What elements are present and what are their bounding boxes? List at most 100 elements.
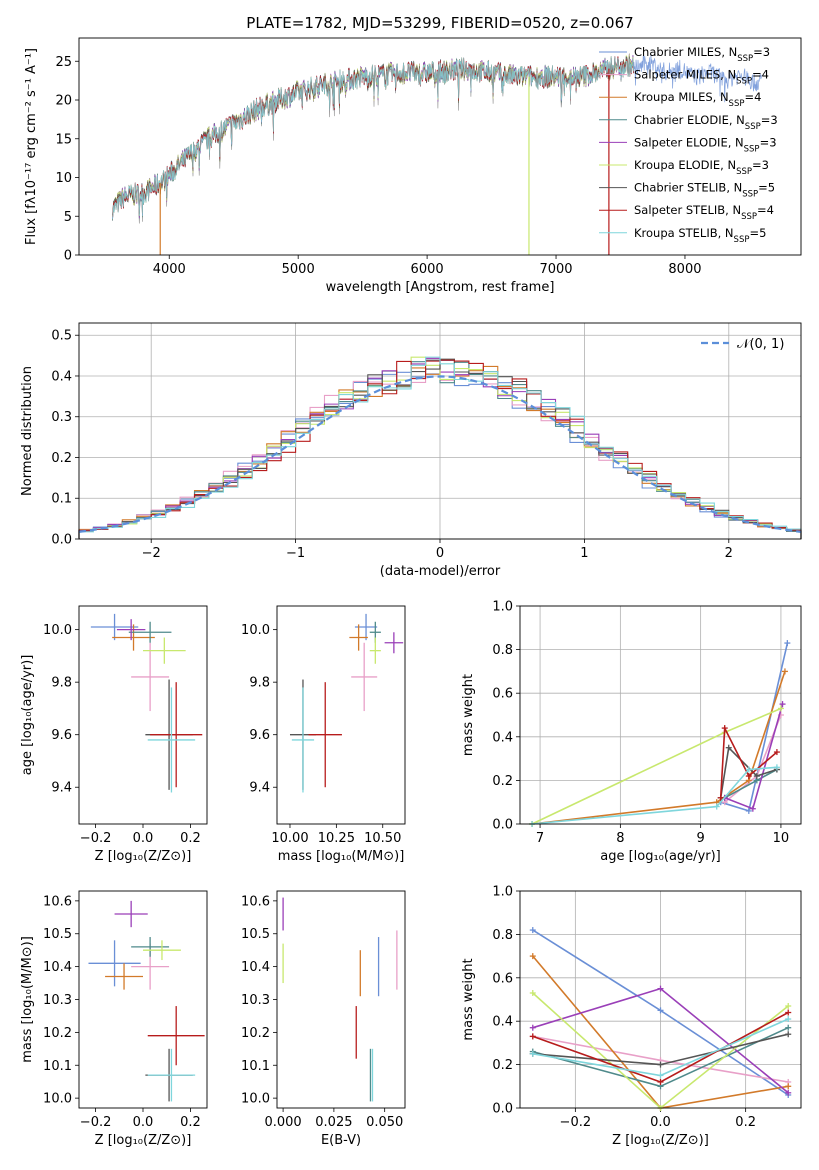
y-tick-label: 0.6 [492, 971, 513, 986]
mass-weight-line-0 [720, 642, 789, 812]
y-axis-label: age [log₁₀(age/yr)] [20, 655, 35, 776]
x-tick-label: 8 [616, 831, 624, 846]
y-tick-label: 0.0 [492, 818, 513, 833]
y-tick-label: 10.5 [43, 927, 72, 942]
y-tick-label: 10.0 [241, 1092, 270, 1107]
mass-weight-line-8 [531, 766, 777, 825]
y-tick-label: 0.3 [51, 410, 72, 425]
x-tick-label: 6000 [411, 262, 444, 277]
x-tick-label: 5000 [282, 262, 315, 277]
x-tick-label: 0.025 [315, 1115, 352, 1130]
residuals-panel: −2 −1 0 1 2 0.0 0.1 0.2 0.3 0.4 0.5 (data-model)/er… [20, 322, 802, 579]
x-tick-label: −0.2 [560, 1115, 592, 1130]
y-tick-label: 10.0 [43, 623, 72, 638]
y-tick-label: 20 [55, 94, 72, 109]
y-tick-label: 0.4 [492, 1015, 513, 1030]
y-tick-label: 15 [55, 132, 72, 147]
y-tick-label: 9.6 [51, 728, 72, 743]
axes-frame [276, 890, 406, 1109]
y-tick-label: 0.8 [492, 928, 513, 943]
figure-title: PLATE=1782, MJD=53299, FIBERID=0520, z=0… [246, 14, 633, 32]
y-tick-label: 10.1 [241, 1059, 270, 1074]
x-axis-label: (data-model)/error [380, 564, 501, 579]
x-tick-label: 10.50 [364, 831, 401, 846]
x-tick-label: 0 [436, 546, 444, 561]
y-tick-label: 0.4 [51, 369, 72, 384]
y-tick-label: 0.2 [492, 1058, 513, 1073]
y-tick-label: 10.5 [241, 927, 270, 942]
mass_vs_EBV-panel: 0.000 0.025 0.050 10.0 10.1 10.2 10.3 10.4 10.5 1… [241, 890, 406, 1148]
spectrum-panel: 4000 5000 6000 7000 8000 0 5 10 15 20 25 wavelength… [24, 37, 802, 295]
x-tick-label: 0.0 [650, 1115, 671, 1130]
y-tick-label: 5 [64, 210, 72, 225]
x-tick-label: 4000 [153, 262, 186, 277]
axes-frame [519, 605, 802, 825]
y-tick-label: 1.0 [492, 885, 513, 900]
y-tick-label: 0.6 [492, 687, 513, 702]
x-tick-label: 0.0 [133, 1115, 154, 1130]
x-tick-label: 10 [773, 831, 790, 846]
age_vs_Z-panel: −0.2 0.0 0.2 9.4 9.6 9.8 10.0 Z [log₁₀(Z/Z⊙)] ag… [20, 605, 208, 864]
y-axis-label: mass weight [461, 674, 476, 756]
axes-frame [78, 322, 802, 540]
legend-label-4: Salpeter ELODIE, NSSP=3 [634, 135, 777, 154]
x-tick-label: 0.2 [180, 831, 201, 846]
mw_vs_Z-panel: −0.2 0.0 0.2 0.0 0.2 0.4 0.6 0.8 1.0 Z [log₁₀(Z/Z… [461, 885, 802, 1148]
y-tick-label: 10 [55, 171, 72, 186]
axes-frame [78, 890, 208, 1109]
y-tick-label: 10.2 [241, 1026, 270, 1041]
x-tick-label: 9 [697, 831, 705, 846]
y-axis-label: Flux [fλ10⁻¹⁷ erg cm⁻² s⁻¹ A⁻¹] [24, 48, 39, 245]
legend-label-1: Salpeter MILES, NSSP=4 [634, 68, 769, 87]
y-tick-label: 9.4 [51, 781, 72, 796]
y-tick-label: 1.0 [492, 600, 513, 615]
x-axis-label: age [log₁₀(age/yr)] [600, 849, 721, 864]
y-tick-label: 0.8 [492, 643, 513, 658]
x-tick-label: 1 [580, 546, 588, 561]
mass-weight-line-6 [719, 746, 778, 798]
spectrum-lines [112, 53, 763, 255]
histogram-8 [78, 356, 802, 539]
y-tick-label: 25 [55, 55, 72, 70]
y-tick-label: 10.6 [241, 894, 270, 909]
y-tick-label: 9.8 [51, 676, 72, 691]
x-tick-label: 0.2 [180, 1115, 201, 1130]
y-tick-label: 10.4 [241, 960, 270, 975]
y-tick-label: 0.2 [492, 774, 513, 789]
axes-frame [78, 37, 802, 256]
y-tick-label: 0.5 [51, 329, 72, 344]
model-spectrum-8 [112, 56, 634, 220]
x-tick-label: 10.00 [271, 831, 308, 846]
y-axis-label: mass [log₁₀(M/M⊙)] [20, 936, 35, 1063]
x-axis-label: Z [log₁₀(Z/Z⊙)] [612, 1133, 709, 1148]
y-tick-label: 10.2 [43, 1026, 72, 1041]
y-tick-label: 10.6 [43, 894, 72, 909]
axes-frame [78, 605, 208, 825]
x-tick-label: −2 [142, 546, 161, 561]
y-tick-label: 9.4 [249, 781, 270, 796]
legend-label-7: Salpeter STELIB, NSSP=4 [634, 203, 774, 222]
y-axis-label: mass weight [461, 958, 476, 1040]
mw_vs_age-panel: 7 8 9 10 0.0 0.2 0.4 0.6 0.8 1.0 age [log₁₀(age/yr… [461, 600, 802, 864]
legend-label-5: Kroupa ELODIE, NSSP=3 [634, 158, 769, 177]
x-tick-label: 7000 [539, 262, 572, 277]
legend-label-3: Chabrier ELODIE, NSSP=3 [634, 113, 778, 132]
legend-label-2: Kroupa MILES, NSSP=4 [634, 90, 761, 109]
x-tick-label: 2 [725, 546, 733, 561]
y-tick-label: 0.2 [51, 451, 72, 466]
x-axis-label: wavelength [Angstrom, rest frame] [326, 280, 555, 295]
y-tick-label: 9.8 [249, 676, 270, 691]
x-axis-label: mass [log₁₀(M/M⊙)] [278, 849, 405, 864]
y-tick-label: 10.0 [43, 1092, 72, 1107]
legend-label-6: Chabrier STELIB, NSSP=5 [634, 181, 775, 200]
y-tick-label: 0.4 [492, 730, 513, 745]
x-tick-label: 0.050 [366, 1115, 403, 1130]
y-tick-label: 0 [64, 249, 72, 264]
y-tick-label: 10.1 [43, 1059, 72, 1074]
x-tick-label: 8000 [668, 262, 701, 277]
x-tick-label: 0.0 [133, 831, 154, 846]
x-axis-label: Z [log₁₀(Z/Z⊙)] [95, 1133, 192, 1148]
y-tick-label: 9.6 [249, 728, 270, 743]
y-tick-label: 10.3 [43, 993, 72, 1008]
